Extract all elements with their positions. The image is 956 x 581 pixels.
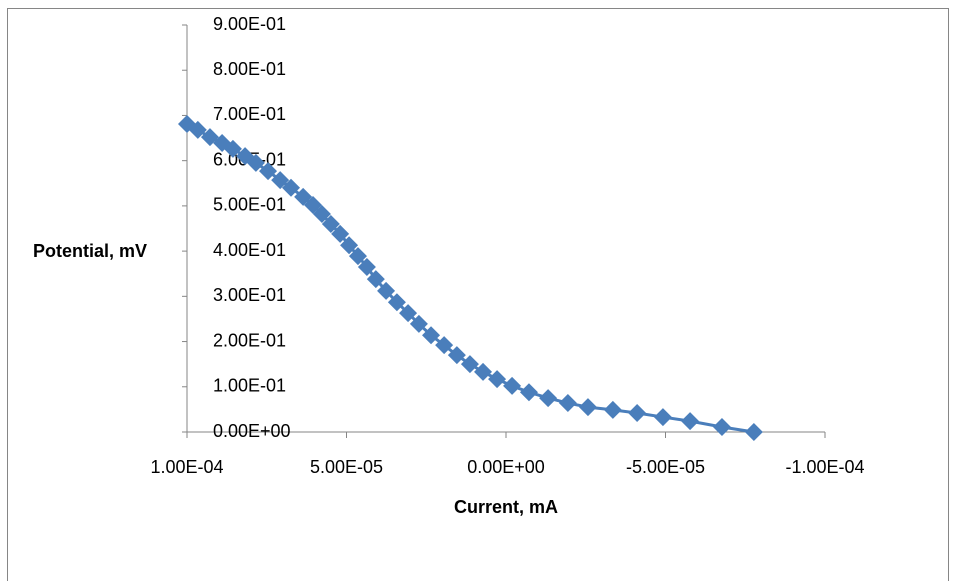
y-tick-label: 7.00E-01 xyxy=(213,104,286,124)
marker xyxy=(259,162,278,181)
marker xyxy=(558,394,577,413)
marker xyxy=(539,389,558,408)
marker xyxy=(312,205,331,224)
chart-border xyxy=(7,8,949,581)
y-axis-title: Potential, mV xyxy=(33,241,147,261)
marker xyxy=(348,247,367,266)
y-tick-label: 4.00E-01 xyxy=(213,240,286,260)
marker xyxy=(578,398,597,417)
marker xyxy=(653,408,672,427)
x-tick-label: 0.00E+00 xyxy=(467,457,545,477)
series-line xyxy=(186,122,755,434)
marker xyxy=(223,139,242,158)
marker xyxy=(474,362,493,381)
y-tick-label: 0.00E+00 xyxy=(213,421,291,441)
marker xyxy=(488,370,507,389)
marker xyxy=(271,171,290,190)
marker xyxy=(744,423,763,441)
marker xyxy=(628,404,647,423)
marker xyxy=(200,128,219,147)
marker xyxy=(377,281,396,300)
marker xyxy=(357,257,376,276)
x-tick-label: -5.00E-05 xyxy=(626,457,705,477)
x-tick-label: -1.00E-04 xyxy=(785,457,864,477)
y-tick-label: 5.00E-01 xyxy=(213,195,286,215)
marker xyxy=(321,214,340,233)
marker xyxy=(409,314,428,333)
marker xyxy=(503,376,522,395)
y-tick-label: 9.00E-01 xyxy=(213,14,286,34)
x-tick-label: 1.00E-04 xyxy=(150,457,223,477)
marker xyxy=(712,418,731,437)
y-tick-label: 3.00E-01 xyxy=(213,285,286,305)
marker xyxy=(387,293,406,312)
y-tick-label: 2.00E-01 xyxy=(213,330,286,350)
marker xyxy=(460,355,479,374)
x-tick-label: 5.00E-05 xyxy=(310,457,383,477)
marker xyxy=(447,346,466,365)
marker xyxy=(340,236,359,255)
marker xyxy=(188,120,207,139)
marker xyxy=(603,400,622,419)
y-tick-label: 8.00E-01 xyxy=(213,59,286,79)
marker xyxy=(519,383,538,402)
x-axis-title: Current, mA xyxy=(454,497,558,517)
marker xyxy=(281,178,300,197)
marker xyxy=(681,412,700,431)
marker xyxy=(246,153,265,172)
marker xyxy=(366,270,385,289)
marker xyxy=(399,304,418,323)
marker xyxy=(294,187,313,206)
y-tick-label: 1.00E-01 xyxy=(213,376,286,396)
marker xyxy=(331,224,350,243)
marker xyxy=(422,326,441,345)
marker xyxy=(435,336,454,355)
